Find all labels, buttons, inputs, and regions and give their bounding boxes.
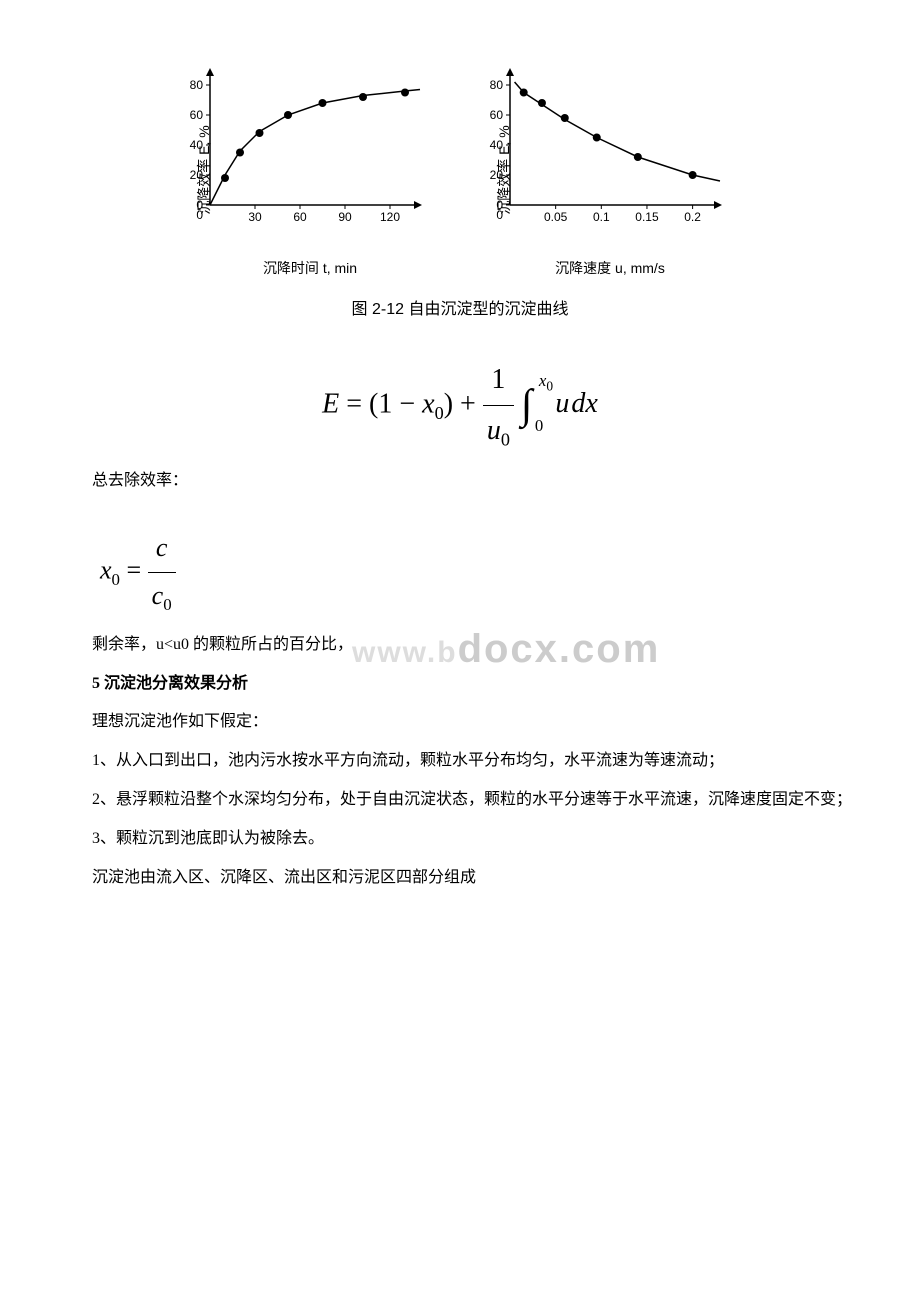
- svg-text:60: 60: [293, 210, 307, 224]
- svg-text:0.2: 0.2: [684, 210, 701, 224]
- svg-text:120: 120: [380, 210, 400, 224]
- assumption-3: 3、颗粒沉到池底即认为被除去。: [60, 825, 860, 854]
- remainder-rate-line: 剩余率，u<u0 的颗粒所占的百分比， www.bdocx.com: [60, 631, 860, 660]
- remainder-ratio-equation: x0 = cc0: [100, 525, 860, 620]
- svg-text:60: 60: [490, 108, 504, 122]
- figure-caption: 图 2-12 自由沉淀型的沉淀曲线: [60, 296, 860, 325]
- svg-text:0.15: 0.15: [635, 210, 659, 224]
- sedimentation-curves-figure: 沉降效率 E, % 0204060803060901200 沉降时间 t, mi…: [60, 60, 860, 325]
- svg-text:0.1: 0.1: [593, 210, 610, 224]
- right-chart-xlabel: 沉降速度 u, mm/s: [470, 256, 750, 281]
- right-chart-ylabel: 沉降效率 E, %: [492, 126, 517, 215]
- tank-zones: 沉淀池由流入区、沉降区、流出区和污泥区四部分组成: [60, 864, 860, 893]
- charts-row: 沉降效率 E, % 0204060803060901200 沉降时间 t, mi…: [60, 60, 860, 281]
- chart-efficiency-vs-velocity: 沉降效率 E, % 0204060800.050.10.150.20 沉降速度 …: [470, 60, 750, 281]
- assumption-1: 1、从入口到出口，池内污水按水平方向流动，颗粒水平分布均匀，水平流速为等速流动；: [60, 747, 860, 776]
- svg-text:30: 30: [248, 210, 262, 224]
- svg-text:80: 80: [190, 78, 204, 92]
- remainder-rate-text: 剩余率，u<u0 的颗粒所占的百分比，: [92, 636, 353, 653]
- total-removal-label: 总去除效率：: [60, 467, 860, 496]
- left-chart-ylabel: 沉降效率 E, %: [192, 126, 217, 215]
- assumptions-intro: 理想沉淀池作如下假定：: [60, 708, 860, 737]
- chart-efficiency-vs-time: 沉降效率 E, % 0204060803060901200 沉降时间 t, mi…: [170, 60, 450, 281]
- svg-text:0.05: 0.05: [544, 210, 568, 224]
- total-removal-equation-row: E = (1 − x0) + 1u0 ∫x00 udx: [60, 355, 860, 457]
- total-removal-equation: E = (1 − x0) + 1u0 ∫x00 udx: [60, 355, 860, 457]
- assumption-2: 2、悬浮颗粒沿整个水深均匀分布，处于自由沉淀状态，颗粒的水平分速等于水平流速，沉…: [60, 786, 860, 815]
- svg-text:60: 60: [190, 108, 204, 122]
- watermark-text: www.bdocx.com: [320, 613, 660, 685]
- left-chart-xlabel: 沉降时间 t, min: [170, 256, 450, 281]
- svg-text:90: 90: [338, 210, 352, 224]
- svg-text:80: 80: [490, 78, 504, 92]
